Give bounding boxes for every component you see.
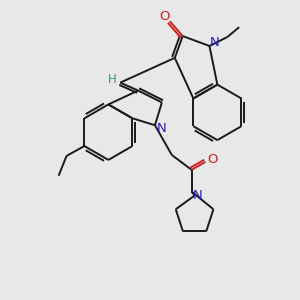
Text: N: N — [157, 122, 167, 135]
Text: N: N — [209, 35, 219, 49]
Text: H: H — [108, 73, 117, 86]
Text: N: N — [193, 189, 202, 202]
Text: O: O — [160, 10, 170, 23]
Text: O: O — [207, 153, 218, 167]
